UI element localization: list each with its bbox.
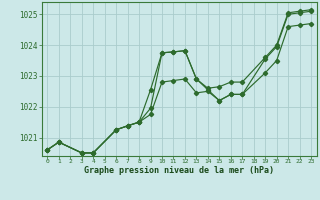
X-axis label: Graphe pression niveau de la mer (hPa): Graphe pression niveau de la mer (hPa) (84, 166, 274, 175)
